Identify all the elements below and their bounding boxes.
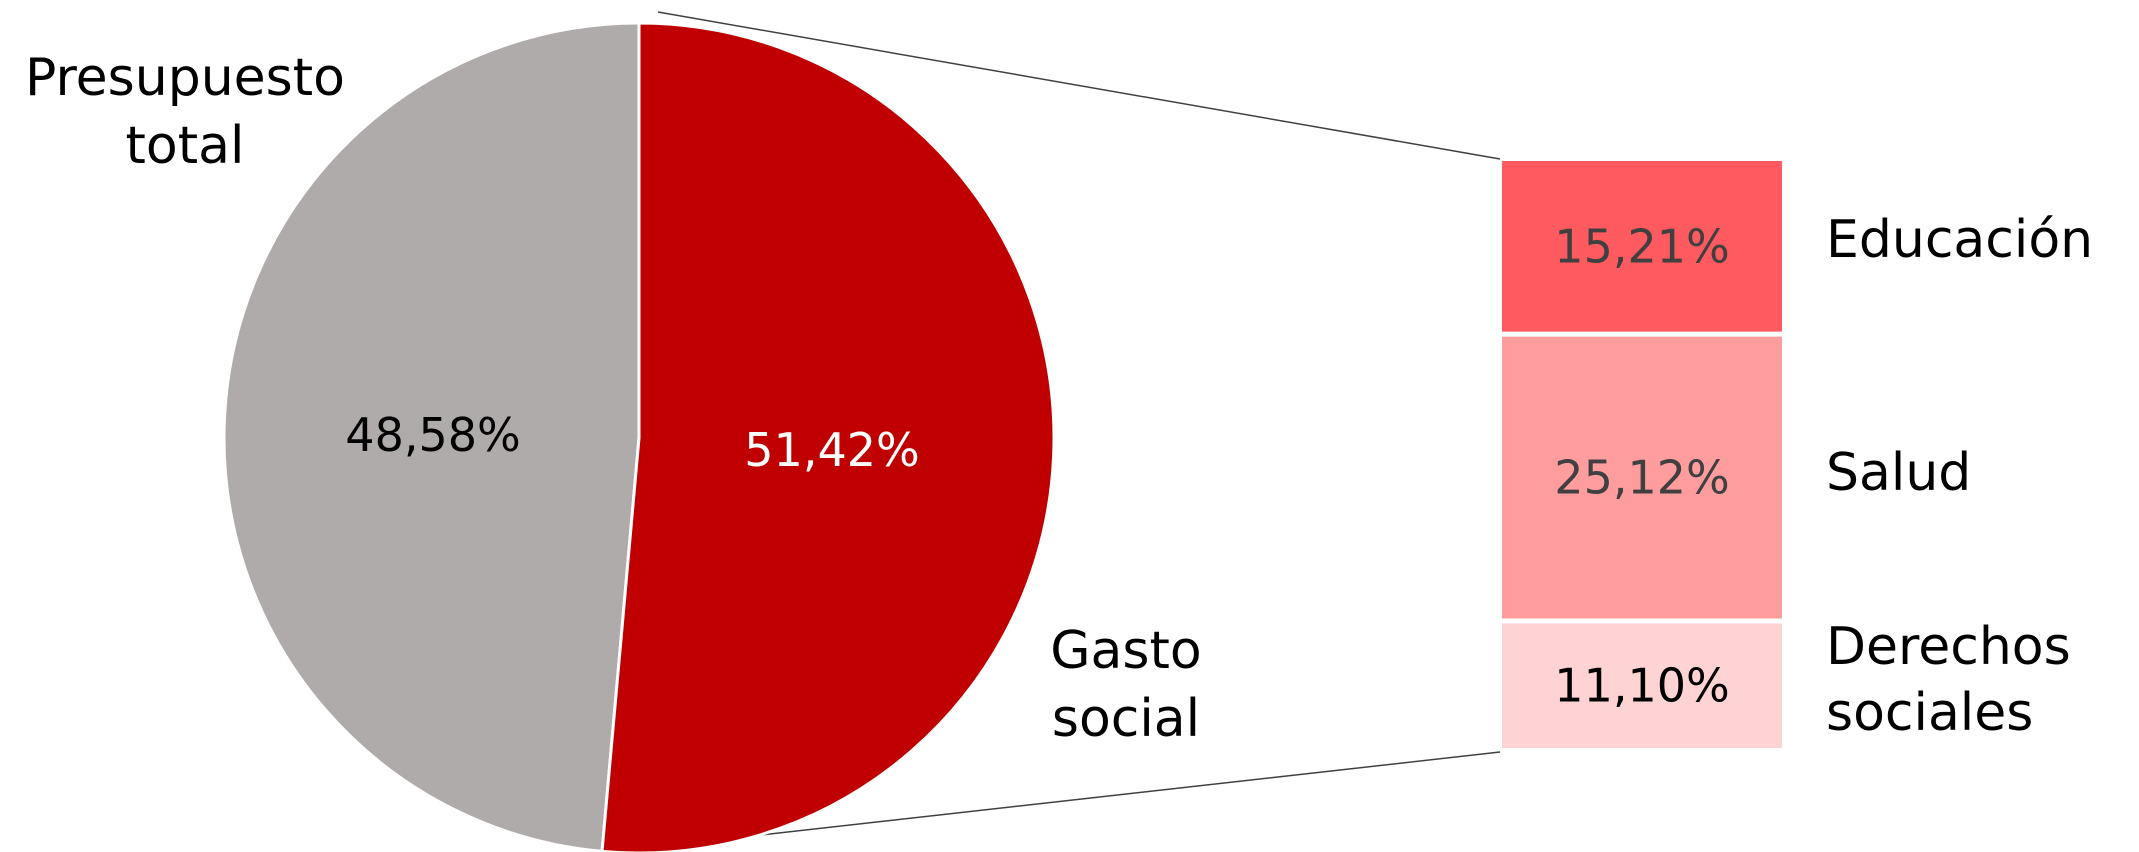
- bar-value-label: 15,21%: [1554, 219, 1729, 273]
- pie-slice-gasto-social: [600, 21, 1056, 852]
- bar-segment-educacion: [1502, 161, 1782, 332]
- category-labels: Presupuesto total Gasto social Educación Salu…: [25, 48, 2093, 749]
- breakdown-bar: 15,21% 25,12% 11,10%: [1502, 161, 1782, 748]
- bar-label-salud: Salud: [1826, 443, 1971, 503]
- pie: 48,58% 51,42%: [222, 21, 1056, 852]
- bar-segment-salud: [1502, 336, 1782, 619]
- bar-value-label: 11,10%: [1554, 659, 1729, 713]
- bar-segment-derechos-sociales: [1502, 623, 1782, 748]
- pie-value-label: 48,58%: [345, 408, 520, 462]
- bar-label-educacion: Educación: [1826, 210, 2093, 270]
- bar-label-derechos-sociales: Derechos sociales: [1826, 617, 2071, 743]
- pie-slice-presupuesto-total: [222, 21, 641, 852]
- pie-label-gasto-social: Gasto social: [1050, 621, 1201, 749]
- connector-line-top: [657, 11, 1501, 160]
- bar-value-label: 25,12%: [1554, 451, 1729, 505]
- pie-value-label: 51,42%: [744, 423, 919, 477]
- pie-label-presupuesto-total: Presupuesto total: [25, 48, 345, 176]
